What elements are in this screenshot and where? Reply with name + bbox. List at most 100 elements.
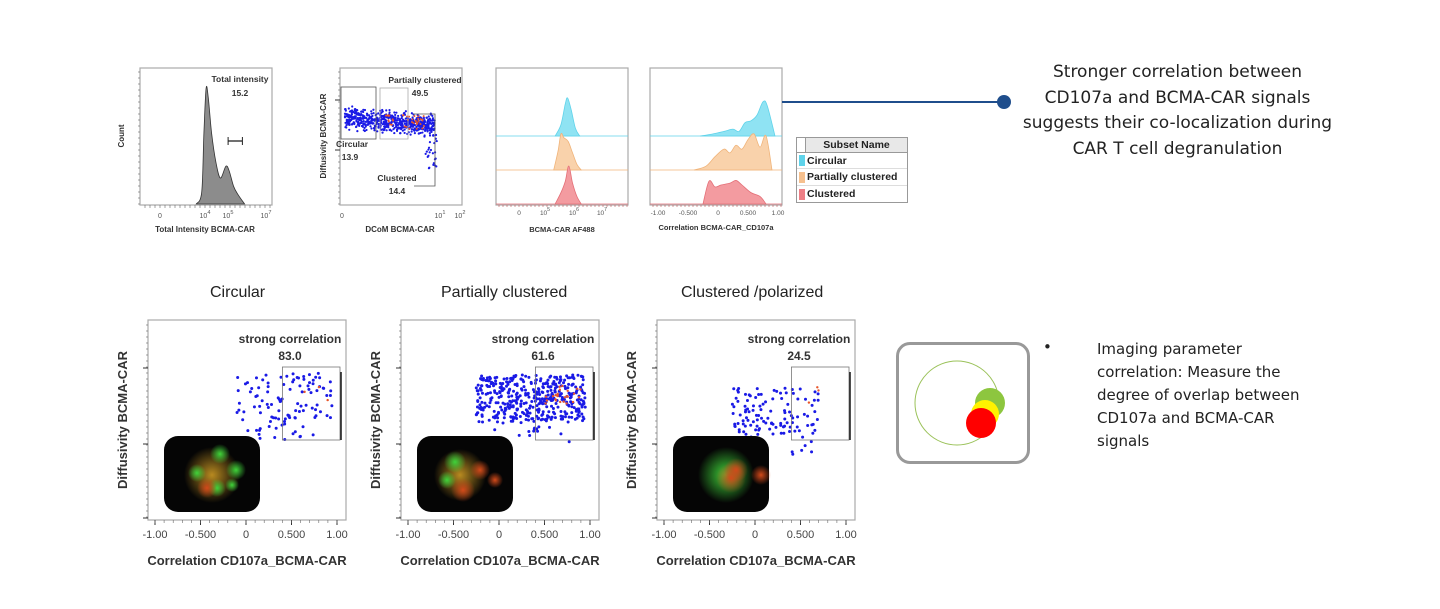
scatter-point	[404, 117, 407, 120]
scatter-point	[509, 419, 513, 423]
side-note-line: Stronger correlation between	[1052, 62, 1303, 82]
scatter-point	[553, 416, 557, 420]
scatter-point	[563, 378, 567, 382]
scatter-point	[316, 371, 320, 375]
scatter-point	[252, 405, 256, 409]
scatter-point	[522, 401, 526, 405]
scatter-point	[545, 381, 549, 385]
scatter-point	[427, 146, 431, 149]
scatter-point	[377, 125, 380, 128]
scatter-point	[427, 148, 430, 151]
scatter-point	[431, 152, 434, 155]
gate-circular	[340, 86, 377, 140]
scatter-point	[751, 420, 755, 424]
scatter-point	[328, 380, 332, 384]
scatter-point	[731, 412, 735, 416]
legend-header: Subset Name	[806, 138, 907, 152]
scatter-point	[815, 418, 819, 422]
scatter-point	[363, 108, 367, 112]
scatter-point	[549, 417, 553, 421]
scatter-point	[791, 416, 795, 420]
scatter-point	[395, 121, 398, 125]
scatter-point-dense	[412, 121, 415, 124]
scatter-point	[405, 122, 408, 125]
correlation-schematic	[896, 342, 1030, 464]
scatter-point	[328, 416, 332, 420]
scatter-point	[480, 414, 484, 418]
scatter-point	[364, 120, 367, 123]
cell-signal-blob	[487, 472, 503, 488]
panel-title-circular: Circular	[210, 284, 266, 301]
scatter-point	[495, 392, 499, 396]
scatter-point	[490, 380, 494, 384]
scatter-point	[757, 393, 761, 397]
gate-value: 24.5	[787, 349, 811, 363]
scatter-point	[803, 444, 807, 448]
legend-swatch-icon	[799, 155, 805, 166]
scatter-point	[496, 416, 500, 420]
scatter-point	[779, 431, 783, 435]
scatter-point	[393, 131, 396, 135]
scatter-point	[581, 378, 585, 382]
x-tick-label: 1.00	[772, 210, 785, 217]
scatter-point	[737, 428, 741, 432]
x-axis-label: Correlation CD107a_BCMA-CAR	[656, 553, 856, 568]
scatter-point	[298, 384, 302, 388]
scatter-point	[236, 376, 240, 380]
x-tick-label: 102	[455, 210, 466, 220]
scatter-point	[769, 409, 773, 413]
scatter-point	[330, 404, 334, 408]
scatter-point	[528, 406, 532, 410]
scatter-point	[741, 419, 745, 423]
scatter-point	[546, 378, 550, 382]
gate-label: Partially clustered	[388, 75, 461, 85]
scatter-point	[531, 417, 535, 421]
scatter-point	[360, 110, 363, 113]
x-tick-label: 107	[261, 210, 272, 220]
scatter-point	[492, 384, 496, 388]
cell-signal-blob	[470, 460, 490, 480]
scatter-point	[348, 128, 351, 131]
scatter-point	[515, 395, 519, 399]
scatter-point	[480, 374, 484, 378]
scatter-point	[485, 404, 489, 408]
scatter-point	[796, 397, 800, 401]
scatter-point	[511, 399, 515, 403]
gate-strong-correlation	[281, 366, 341, 441]
scatter-point	[475, 405, 479, 409]
scatter-point	[734, 396, 738, 400]
scatter-point	[352, 110, 355, 114]
scatter-point	[530, 399, 534, 403]
scatter-point	[514, 393, 518, 397]
scatter-point	[558, 375, 562, 379]
scatter-point	[362, 120, 365, 123]
scatter-point	[813, 428, 817, 432]
scatter-point	[494, 382, 498, 386]
scatter-point	[237, 408, 241, 412]
scatter-point	[283, 422, 287, 426]
scatter-point	[483, 405, 487, 409]
scatter-point	[424, 128, 427, 132]
scatter-point-dense	[572, 392, 576, 395]
scatter-point	[539, 418, 543, 422]
scatter-point	[373, 127, 376, 130]
scatter-point	[420, 124, 423, 128]
x-tick-label: -0.500	[694, 529, 725, 541]
scatter-point	[356, 112, 360, 115]
scatter-point	[417, 127, 420, 130]
gate-value: 15.2	[232, 88, 249, 98]
scatter-point	[372, 112, 375, 115]
scatter-point	[481, 420, 485, 424]
scatter-point	[522, 385, 526, 389]
scatter-point	[282, 419, 286, 423]
scatter-point	[513, 411, 517, 415]
scatter-point	[354, 111, 357, 114]
scatter-point	[430, 130, 433, 134]
scatter-point	[344, 108, 347, 111]
x-tick-label: 0	[340, 213, 344, 220]
scatter-point	[370, 112, 373, 115]
scatter-point	[779, 423, 783, 427]
scatter-point	[351, 117, 354, 120]
scatter-point	[354, 125, 358, 129]
